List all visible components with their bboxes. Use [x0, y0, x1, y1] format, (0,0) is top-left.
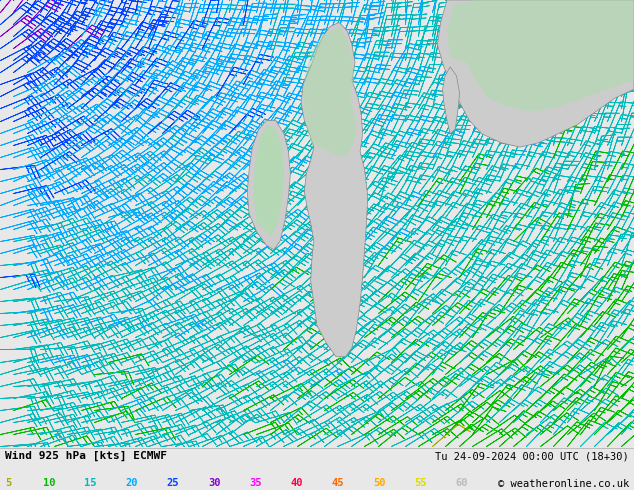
Text: 25: 25: [167, 478, 179, 488]
Polygon shape: [447, 0, 634, 112]
Text: 35: 35: [249, 478, 262, 488]
Text: © weatheronline.co.uk: © weatheronline.co.uk: [498, 479, 629, 489]
Polygon shape: [254, 125, 284, 236]
Polygon shape: [247, 121, 290, 250]
Text: 20: 20: [126, 478, 138, 488]
Polygon shape: [301, 22, 368, 357]
Text: 50: 50: [373, 478, 385, 488]
Polygon shape: [303, 27, 356, 156]
Text: 30: 30: [208, 478, 221, 488]
Text: 5: 5: [5, 478, 11, 488]
Polygon shape: [443, 67, 460, 134]
Text: Wind 925 hPa [kts] ECMWF: Wind 925 hPa [kts] ECMWF: [5, 451, 167, 462]
Text: 55: 55: [414, 478, 427, 488]
Polygon shape: [437, 0, 634, 147]
Text: 15: 15: [84, 478, 97, 488]
Text: 40: 40: [290, 478, 303, 488]
Text: 10: 10: [43, 478, 56, 488]
Text: Tu 24-09-2024 00:00 UTC (18+30): Tu 24-09-2024 00:00 UTC (18+30): [435, 451, 629, 461]
Text: 45: 45: [332, 478, 344, 488]
Text: 60: 60: [455, 478, 468, 488]
